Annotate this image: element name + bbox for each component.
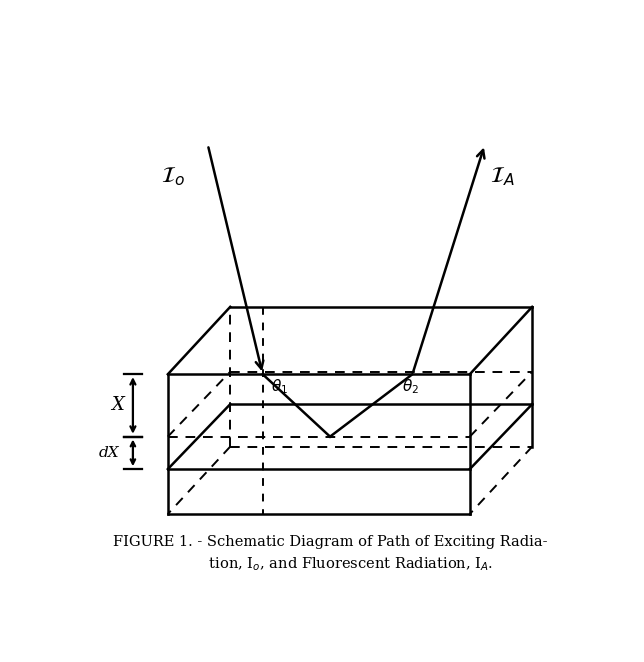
- Text: $\theta_2$: $\theta_2$: [402, 377, 419, 396]
- Text: FIGURE 1. - Schematic Diagram of Path of Exciting Radia-
         tion, I$_o$, a: FIGURE 1. - Schematic Diagram of Path of…: [113, 535, 547, 573]
- Text: $\mathcal{I}_A$: $\mathcal{I}_A$: [490, 166, 515, 189]
- Text: $\theta_1$: $\theta_1$: [271, 377, 289, 396]
- Text: dX: dX: [99, 446, 120, 459]
- Text: $\mathcal{I}_o$: $\mathcal{I}_o$: [161, 166, 185, 189]
- Text: X: X: [111, 396, 124, 414]
